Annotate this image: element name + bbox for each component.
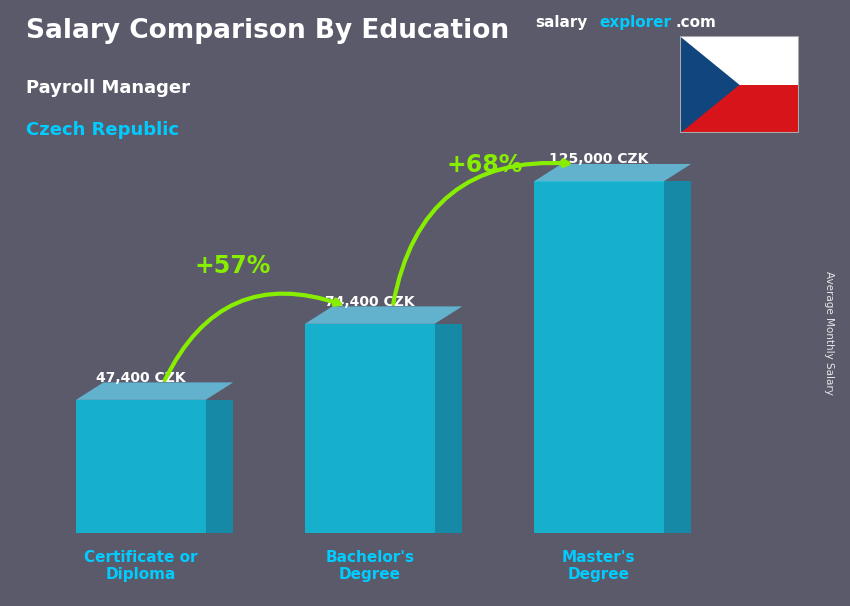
Polygon shape	[305, 324, 434, 533]
Polygon shape	[434, 324, 462, 533]
Text: +68%: +68%	[446, 153, 523, 178]
Polygon shape	[680, 36, 799, 85]
Polygon shape	[664, 181, 691, 533]
Polygon shape	[76, 382, 233, 400]
Text: salary: salary	[536, 15, 588, 30]
Polygon shape	[680, 85, 799, 133]
Polygon shape	[534, 164, 691, 181]
Text: Czech Republic: Czech Republic	[26, 121, 178, 139]
Text: +57%: +57%	[195, 254, 270, 278]
Text: .com: .com	[676, 15, 717, 30]
Text: 47,400 CZK: 47,400 CZK	[96, 371, 185, 385]
Polygon shape	[305, 307, 462, 324]
Text: 125,000 CZK: 125,000 CZK	[549, 152, 649, 166]
Polygon shape	[680, 36, 740, 133]
Polygon shape	[534, 181, 664, 533]
Text: explorer: explorer	[599, 15, 672, 30]
Text: Average Monthly Salary: Average Monthly Salary	[824, 271, 834, 395]
Text: 74,400 CZK: 74,400 CZK	[325, 295, 415, 308]
Polygon shape	[76, 400, 206, 533]
Text: Payroll Manager: Payroll Manager	[26, 79, 190, 97]
Polygon shape	[206, 400, 233, 533]
Text: Salary Comparison By Education: Salary Comparison By Education	[26, 18, 508, 44]
